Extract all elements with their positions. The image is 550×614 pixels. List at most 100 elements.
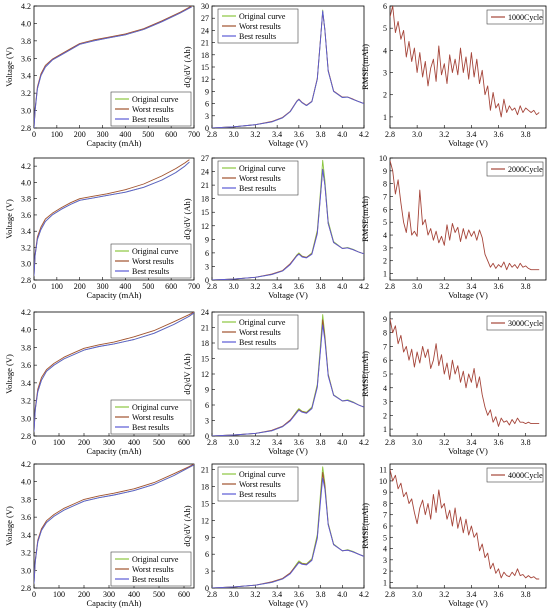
legend-label: Original curve — [239, 470, 286, 479]
x-tick-label: 600 — [178, 438, 190, 447]
y-tick-label: 2 — [383, 257, 387, 266]
legend-box — [486, 467, 544, 483]
legend-label: Original curve — [132, 247, 179, 256]
x-tick-label: 4.0 — [337, 438, 347, 447]
y-tick-label: 0 — [205, 276, 209, 285]
x-tick-label: 4.2 — [359, 282, 369, 291]
y-tick-label: 3 — [205, 417, 209, 426]
x-tick-label: 0 — [32, 130, 36, 139]
x-tick-label: 3.6 — [294, 282, 304, 291]
x-tick-label: 2.8 — [385, 282, 395, 291]
y-tick-label: 4 — [383, 384, 387, 393]
series-line-best-results — [34, 161, 190, 276]
x-tick-label: 2.8 — [385, 130, 395, 139]
x-tick-label: 2.8 — [207, 282, 217, 291]
y-tick-label: 24 — [201, 26, 209, 35]
x-tick-label: 600 — [165, 130, 177, 139]
legend-box — [486, 315, 544, 331]
chart-panel-r3c2: 2.8 3.0 3.2 3.4 3.6 3.8 4.0 4.2 0 3 6 9 12 15 18 21 24 Vo… — [182, 308, 369, 456]
y-tick-label: 18 — [201, 195, 209, 204]
y-tick-label: 7 — [383, 511, 387, 520]
y-tick-label: 3.8 — [21, 37, 31, 46]
x-tick-label: 500 — [153, 438, 165, 447]
series-group — [34, 6, 192, 128]
series-line-best-results — [212, 477, 364, 588]
x-tick-label: 3.8 — [316, 282, 326, 291]
x-tick-label: 3.0 — [229, 130, 239, 139]
x-axis-label: Capacity (mAh) — [87, 138, 142, 148]
y-tick-label: 12 — [201, 222, 209, 231]
legend-label: Worst results — [132, 413, 174, 422]
series-line-best-results — [212, 324, 364, 436]
y-tick-label: 4 — [383, 231, 387, 240]
chart-panel-r2c1: 0 100 200 300 400 500 600 700 2.8 3.0 3.2 3.4 3.6 3.8… — [4, 157, 200, 300]
x-tick-label: 3.2 — [250, 438, 260, 447]
y-tick-label: 18 — [201, 51, 209, 60]
x-tick-label: 3.2 — [439, 590, 449, 599]
x-axis-label: Voltage (V) — [448, 446, 488, 456]
y-tick-label: 6 — [205, 550, 209, 559]
y-tick-label: 12 — [201, 75, 209, 84]
legend-label: Best results — [132, 423, 169, 432]
legend-box — [486, 161, 544, 177]
chart-panel-r1c2: 2.8 3.0 3.2 3.4 3.6 3.8 4.0 4.2 0 3 6 9 12 15 18 21 24 27… — [182, 2, 369, 148]
y-tick-label: 4.0 — [21, 178, 31, 187]
series-line-2000cycle — [390, 160, 540, 271]
series-line-worst-results — [34, 159, 190, 276]
y-axis-label: Voltage (V) — [4, 506, 14, 546]
chart-panel-r3c3: 2.8 3.0 3.2 3.4 3.6 3.8 1 2 3 4 5 6 7 8 9 Voltage (V) RM… — [360, 311, 547, 456]
y-tick-label: 9 — [205, 533, 209, 542]
series-group — [212, 159, 364, 280]
y-tick-label: 18 — [201, 339, 209, 348]
x-tick-label: 700 — [188, 130, 200, 139]
x-tick-label: 3.4 — [466, 438, 476, 447]
y-axis-label: RMSE(mAh) — [360, 44, 370, 90]
x-tick-label: 100 — [53, 438, 65, 447]
x-tick-label: 3.0 — [412, 590, 422, 599]
x-tick-label: 700 — [188, 282, 200, 291]
x-tick-label: 500 — [142, 130, 154, 139]
y-tick-label: 0 — [205, 584, 209, 593]
series-group — [212, 314, 364, 436]
x-tick-label: 500 — [153, 590, 165, 599]
y-tick-label: 3 — [205, 112, 209, 121]
y-tick-label: 8 — [383, 329, 387, 338]
x-tick-label: 3.8 — [316, 590, 326, 599]
x-tick-label: 200 — [78, 590, 90, 599]
y-tick-label: 12 — [201, 516, 209, 525]
x-tick-label: 200 — [78, 438, 90, 447]
y-axis-label: dQ/dV (Ah) — [182, 198, 192, 239]
y-tick-label: 2.8 — [21, 124, 31, 133]
x-tick-label: 3.0 — [229, 438, 239, 447]
y-tick-label: 4.0 — [21, 19, 31, 28]
plot-frame — [33, 463, 195, 589]
x-tick-label: 2.8 — [207, 590, 217, 599]
plot-frame — [389, 463, 547, 589]
x-tick-label: 3.4 — [272, 282, 282, 291]
y-axis-label: Voltage (V) — [4, 47, 14, 87]
series-group — [390, 160, 540, 271]
y-tick-label: 9 — [205, 235, 209, 244]
y-tick-label: 2 — [383, 411, 387, 420]
x-tick-label: 3.0 — [412, 130, 422, 139]
y-axis-label: RMSE(mAh) — [360, 503, 370, 549]
y-tick-label: 21 — [201, 39, 209, 48]
x-axis-label: Voltage (V) — [268, 138, 308, 148]
x-tick-label: 0 — [32, 438, 36, 447]
y-tick-label: 11 — [379, 466, 387, 475]
x-tick-label: 4.2 — [359, 130, 369, 139]
plot-frame — [33, 5, 195, 129]
y-tick-label: 2 — [383, 91, 387, 100]
y-tick-label: 15 — [201, 499, 209, 508]
x-tick-label: 3.4 — [466, 590, 476, 599]
series-line-worst-results — [34, 464, 194, 584]
plot-frame — [211, 157, 365, 281]
x-tick-label: 3.4 — [272, 590, 282, 599]
y-tick-label: 6 — [383, 2, 387, 11]
legend-label: Best results — [132, 115, 169, 124]
y-tick-label: 15 — [201, 208, 209, 217]
legend-label: Best results — [239, 338, 276, 347]
y-tick-label: 4.2 — [21, 308, 31, 317]
x-tick-label: 3.6 — [494, 130, 504, 139]
